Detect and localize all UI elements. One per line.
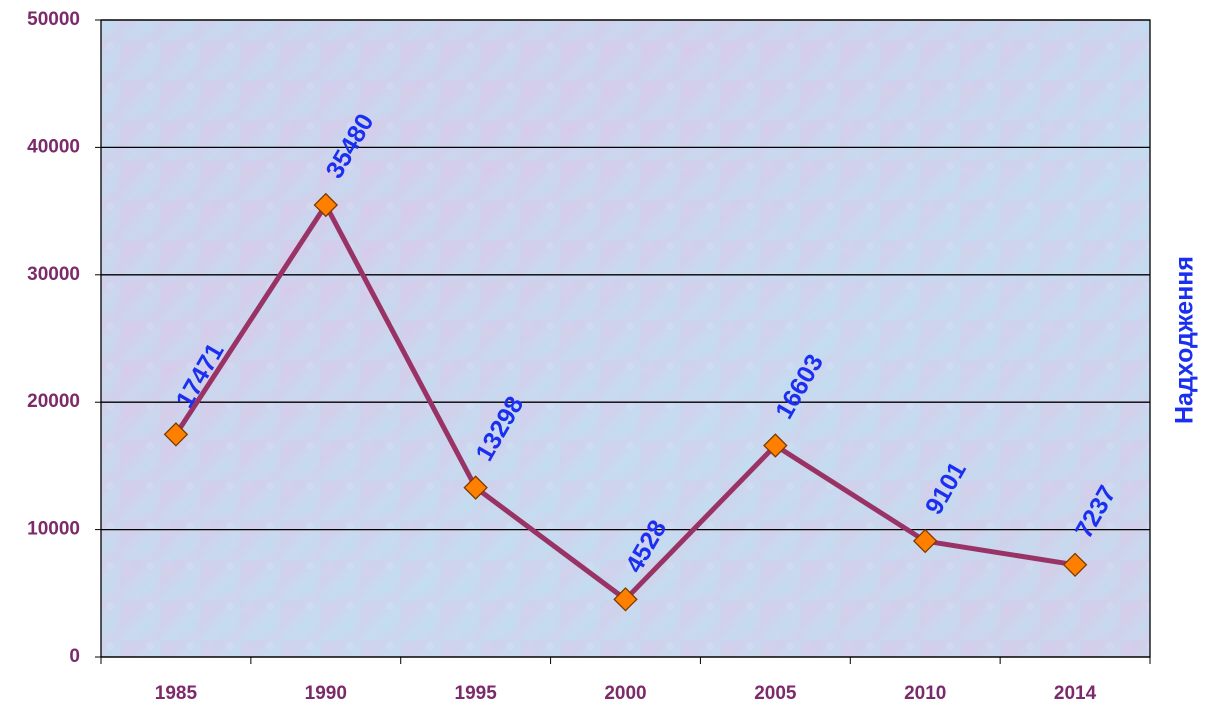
marker	[163, 422, 189, 447]
marker	[1062, 552, 1088, 578]
x-tick-label: 1985	[155, 683, 198, 704]
x-tick-label: 2000	[604, 683, 646, 704]
x-tick-label: 2010	[904, 683, 946, 704]
marker	[763, 433, 788, 458]
y-tick-label: 0	[69, 646, 80, 667]
x-tick-label: 2014	[1054, 683, 1097, 704]
y-tick-label: 20000	[27, 391, 80, 412]
x-tick-label: 1990	[305, 683, 347, 704]
marker	[613, 587, 638, 612]
y-tick-label: 50000	[27, 9, 80, 30]
legend-entry: Надходження	[1171, 256, 1199, 424]
y-tick-label: 40000	[27, 136, 80, 157]
x-tick-label: 1995	[455, 683, 498, 704]
y-tick-label: 10000	[27, 519, 80, 540]
marker	[313, 192, 339, 218]
marker	[463, 475, 488, 500]
plot-border	[100, 19, 1151, 658]
x-tick-label: 2005	[754, 683, 797, 704]
y-tick-label: 30000	[27, 264, 80, 285]
marker	[912, 528, 938, 554]
